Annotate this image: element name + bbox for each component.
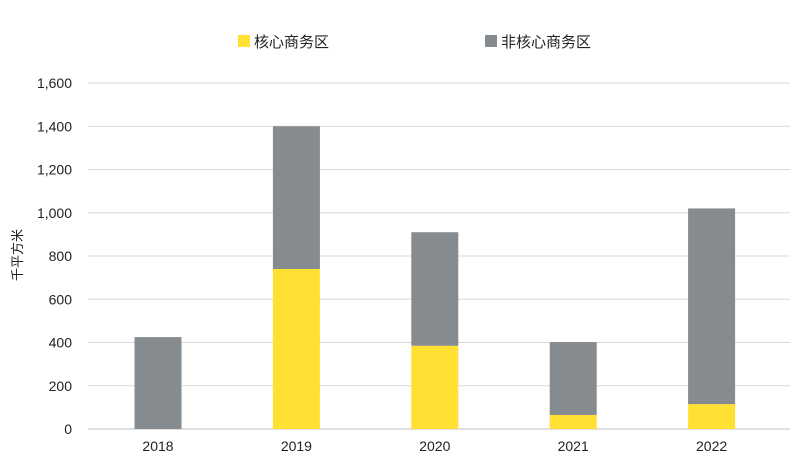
- bar-2022-series-1: [688, 404, 736, 429]
- bars: [134, 126, 736, 429]
- y-tick-label: 600: [49, 291, 73, 307]
- bar-2018-series-2: [134, 337, 182, 429]
- legend-swatch: [238, 35, 250, 47]
- y-tick-label: 800: [49, 248, 73, 264]
- legend-swatch: [485, 35, 497, 47]
- x-tick-label: 2018: [142, 438, 173, 454]
- bar-2019-series-2: [272, 126, 320, 269]
- y-axis-title: 千平方米: [10, 229, 26, 281]
- y-tick-label: 1,200: [37, 162, 72, 178]
- y-tick-label: 1,000: [37, 205, 72, 221]
- y-tick-label: 1,600: [37, 75, 72, 91]
- bar-2022-series-2: [688, 208, 736, 405]
- y-tick-label: 200: [49, 378, 73, 394]
- x-tick-label: 2022: [696, 438, 727, 454]
- x-axis-ticks: 2018 2019 2020 2021 2022: [142, 438, 727, 454]
- legend: 核心商务区 非核心商务区: [238, 33, 591, 51]
- bar-2020-series-1: [411, 345, 459, 429]
- legend-label: 非核心商务区: [501, 33, 591, 51]
- x-tick-label: 2019: [281, 438, 312, 454]
- bar-2020-series-2: [411, 232, 459, 346]
- x-tick-label: 2020: [419, 438, 450, 454]
- y-tick-label: 0: [64, 421, 72, 437]
- x-tick-label: 2021: [558, 438, 589, 454]
- legend-label: 核心商务区: [254, 33, 329, 51]
- bar-2019-series-1: [272, 268, 320, 429]
- bar-2021-series-1: [549, 414, 597, 429]
- y-axis-ticks: 0 200 400 600 800 1,000 1,200 1,400 1,600: [37, 75, 72, 437]
- y-tick-label: 1,400: [37, 118, 72, 134]
- y-tick-label: 400: [49, 335, 73, 351]
- bar-2021-series-2: [549, 342, 597, 415]
